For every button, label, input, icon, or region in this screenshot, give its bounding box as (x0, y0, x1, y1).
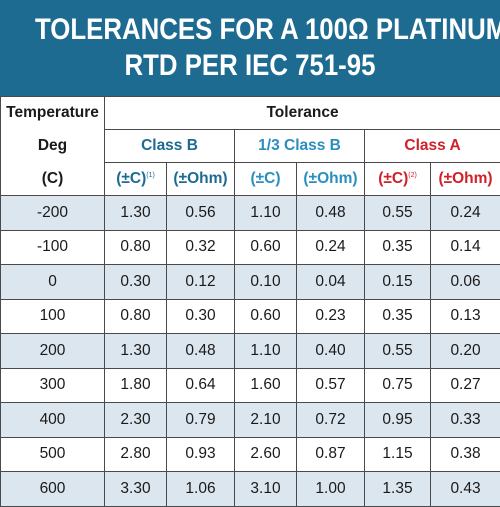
class-b-ohm-cell: 0.56 (167, 196, 235, 231)
third-class-b-ohm-cell: 0.87 (297, 437, 365, 472)
temperature-cell: -200 (1, 196, 105, 231)
class-a-ohm-cell: 0.38 (431, 437, 500, 472)
third-class-b-c-cell: 2.60 (235, 437, 297, 472)
class-a-c-cell: 0.35 (365, 299, 431, 334)
temperature-cell: -100 (1, 230, 105, 265)
class-a-c-cell: 0.55 (365, 334, 431, 369)
footnote-1-marker: (1) (146, 172, 155, 179)
footnote-2-marker: (2) (408, 172, 417, 179)
third-class-b-c-cell: 1.10 (235, 196, 297, 231)
temperature-cell: 0 (1, 265, 105, 300)
class-b-ohm-cell: 0.12 (167, 265, 235, 300)
third-class-b-ohm-cell: 0.48 (297, 196, 365, 231)
class-a-c-cell: 0.15 (365, 265, 431, 300)
class-a-ohm-cell: 0.14 (431, 230, 500, 265)
class-a-ohm-cell: 0.43 (431, 472, 500, 507)
tolerance-header: Tolerance (105, 97, 500, 130)
class-a-c-cell: 0.75 (365, 368, 431, 403)
third-class-b-c-cell: 0.10 (235, 265, 297, 300)
third-class-b-c-cell: 2.10 (235, 403, 297, 438)
class-a-ohm-cell: 0.13 (431, 299, 500, 334)
tolerance-table: Temperature Tolerance Deg Class B 1/3 Cl… (0, 96, 500, 507)
class-b-ohm-cell: 0.32 (167, 230, 235, 265)
class-a-ohm-cell: 0.20 (431, 334, 500, 369)
third-class-b-ohm-cell: 0.04 (297, 265, 365, 300)
class-a-ohm-cell: 0.27 (431, 368, 500, 403)
third-class-b-ohm-cell: 0.40 (297, 334, 365, 369)
class-b-c-cell: 0.30 (105, 265, 167, 300)
header-row-2: Deg Class B 1/3 Class B Class A (1, 130, 500, 163)
class-a-c-cell: 0.35 (365, 230, 431, 265)
class-a-c-header: (±C)(2) (365, 163, 431, 196)
class-b-c-cell: 1.80 (105, 368, 167, 403)
class-a-ohm-cell: 0.33 (431, 403, 500, 438)
third-class-b-header: 1/3 Class B (235, 130, 365, 163)
third-class-b-c-cell: 0.60 (235, 299, 297, 334)
title-banner: TOLERANCES FOR A 100Ω PLATINUM RTD PER I… (0, 0, 500, 96)
class-b-c-cell: 1.30 (105, 196, 167, 231)
class-a-header: Class A (365, 130, 500, 163)
table-body: Temperature Tolerance Deg Class B 1/3 Cl… (1, 97, 500, 507)
class-b-ohm-cell: 0.93 (167, 437, 235, 472)
class-a-ohm-cell: 0.24 (431, 196, 500, 231)
class-b-ohm-header: (±Ohm) (167, 163, 235, 196)
class-b-c-cell: 2.30 (105, 403, 167, 438)
class-b-ohm-cell: 0.64 (167, 368, 235, 403)
third-class-b-ohm-cell: 0.72 (297, 403, 365, 438)
class-b-c-cell: 3.30 (105, 472, 167, 507)
third-class-b-c-cell: 0.60 (235, 230, 297, 265)
class-a-c-cell: 1.15 (365, 437, 431, 472)
class-b-ohm-cell: 0.30 (167, 299, 235, 334)
deg-header: Deg (1, 130, 105, 163)
header-row-1: Temperature Tolerance (1, 97, 500, 130)
class-b-c-cell: 0.80 (105, 230, 167, 265)
third-class-b-ohm-cell: 0.57 (297, 368, 365, 403)
third-class-b-c-cell: 1.10 (235, 334, 297, 369)
class-b-c-cell: 0.80 (105, 299, 167, 334)
class-b-header: Class B (105, 130, 235, 163)
third-class-b-c-header: (±C) (235, 163, 297, 196)
class-a-c-cell: 1.35 (365, 472, 431, 507)
class-b-ohm-cell: 0.79 (167, 403, 235, 438)
class-b-c-cell: 2.80 (105, 437, 167, 472)
third-class-b-ohm-cell: 1.00 (297, 472, 365, 507)
third-class-b-ohm-header: (±Ohm) (297, 163, 365, 196)
class-a-ohm-cell: 0.06 (431, 265, 500, 300)
temperature-cell: 500 (1, 437, 105, 472)
class-b-c-header: (±C)(1) (105, 163, 167, 196)
temperature-header: Temperature (1, 97, 105, 130)
class-b-ohm-cell: 1.06 (167, 472, 235, 507)
temperature-cell: 600 (1, 472, 105, 507)
third-class-b-c-cell: 3.10 (235, 472, 297, 507)
title-line-2: RTD PER IEC 751-95 (35, 48, 465, 84)
unit-c-header: (C) (1, 163, 105, 196)
temperature-cell: 200 (1, 334, 105, 369)
temperature-cell: 300 (1, 368, 105, 403)
third-class-b-c-cell: 1.60 (235, 368, 297, 403)
class-a-c-cell: 0.55 (365, 196, 431, 231)
temperature-cell: 100 (1, 299, 105, 334)
class-a-c-cell: 0.95 (365, 403, 431, 438)
title-line-1: TOLERANCES FOR A 100Ω PLATINUM (35, 12, 465, 48)
class-b-ohm-cell: 0.48 (167, 334, 235, 369)
third-class-b-ohm-cell: 0.23 (297, 299, 365, 334)
header-row-3: (C) (±C)(1) (±Ohm) (±C) (±Ohm) (±C)(2) (… (1, 163, 500, 196)
class-b-c-cell: 1.30 (105, 334, 167, 369)
class-a-ohm-header: (±Ohm) (431, 163, 500, 196)
third-class-b-ohm-cell: 0.24 (297, 230, 365, 265)
temperature-cell: 400 (1, 403, 105, 438)
